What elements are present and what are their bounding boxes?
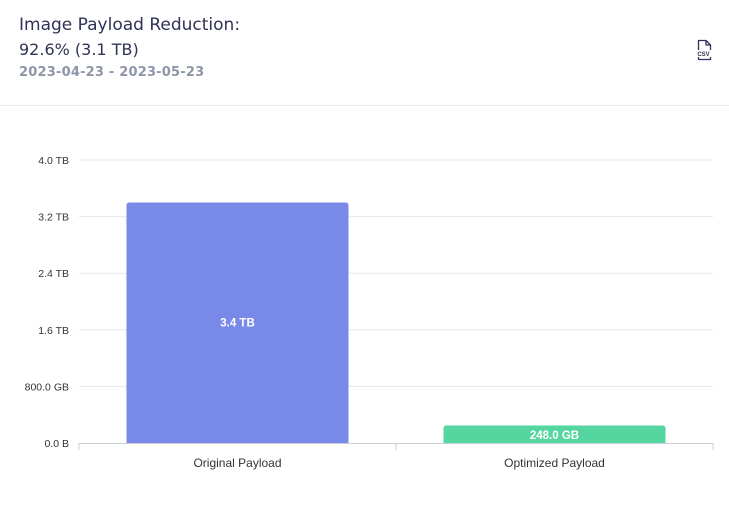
y-tick-label: 800.0 GB [25,381,69,393]
y-tick-label: 1.6 TB [38,325,69,337]
bar-chart: 0.0 B 800.0 GB 1.6 TB 2.4 TB 3.2 TB 4.0 TB Or… [25,155,714,470]
chart-area: 0.0 B 800.0 GB 1.6 TB 2.4 TB 3.2 TB 4.0 TB Or… [0,107,729,509]
csv-file-icon: CSV [694,39,713,61]
data-label-optimized-payload: 248.0 GB [530,430,579,442]
chart-title: Image Payload Reduction: [19,15,241,35]
y-tick-label: 0.0 B [44,438,69,450]
chart-header: Image Payload Reduction: 92.6% (3.1 TB) … [0,0,729,106]
y-tick-label: 2.4 TB [38,268,69,280]
bars [126,202,666,443]
x-axis-ticks: Original Payload Optimized Payload [193,456,604,470]
data-label-original-payload: 3.4 TB [220,318,255,330]
csv-download-button[interactable]: CSV [693,38,715,62]
bar-optimized-payload[interactable] [443,425,666,443]
y-axis-ticks: 0.0 B 800.0 GB 1.6 TB 2.4 TB 3.2 TB 4.0 TB [25,155,69,450]
x-tick-label: Original Payload [193,456,281,470]
y-tick-label: 3.2 TB [38,212,69,224]
chart-subtitle: 92.6% (3.1 TB) [19,40,139,59]
x-tick-label: Optimized Payload [504,456,605,470]
x-axis [78,443,714,450]
csv-icon-label: CSV [697,52,709,58]
bar-original-payload[interactable] [126,202,349,443]
y-tick-label: 4.0 TB [38,155,69,167]
date-range: 2023-04-23 - 2023-05-23 [19,65,205,80]
data-labels: 3.4 TB 248.0 GB [220,318,579,443]
